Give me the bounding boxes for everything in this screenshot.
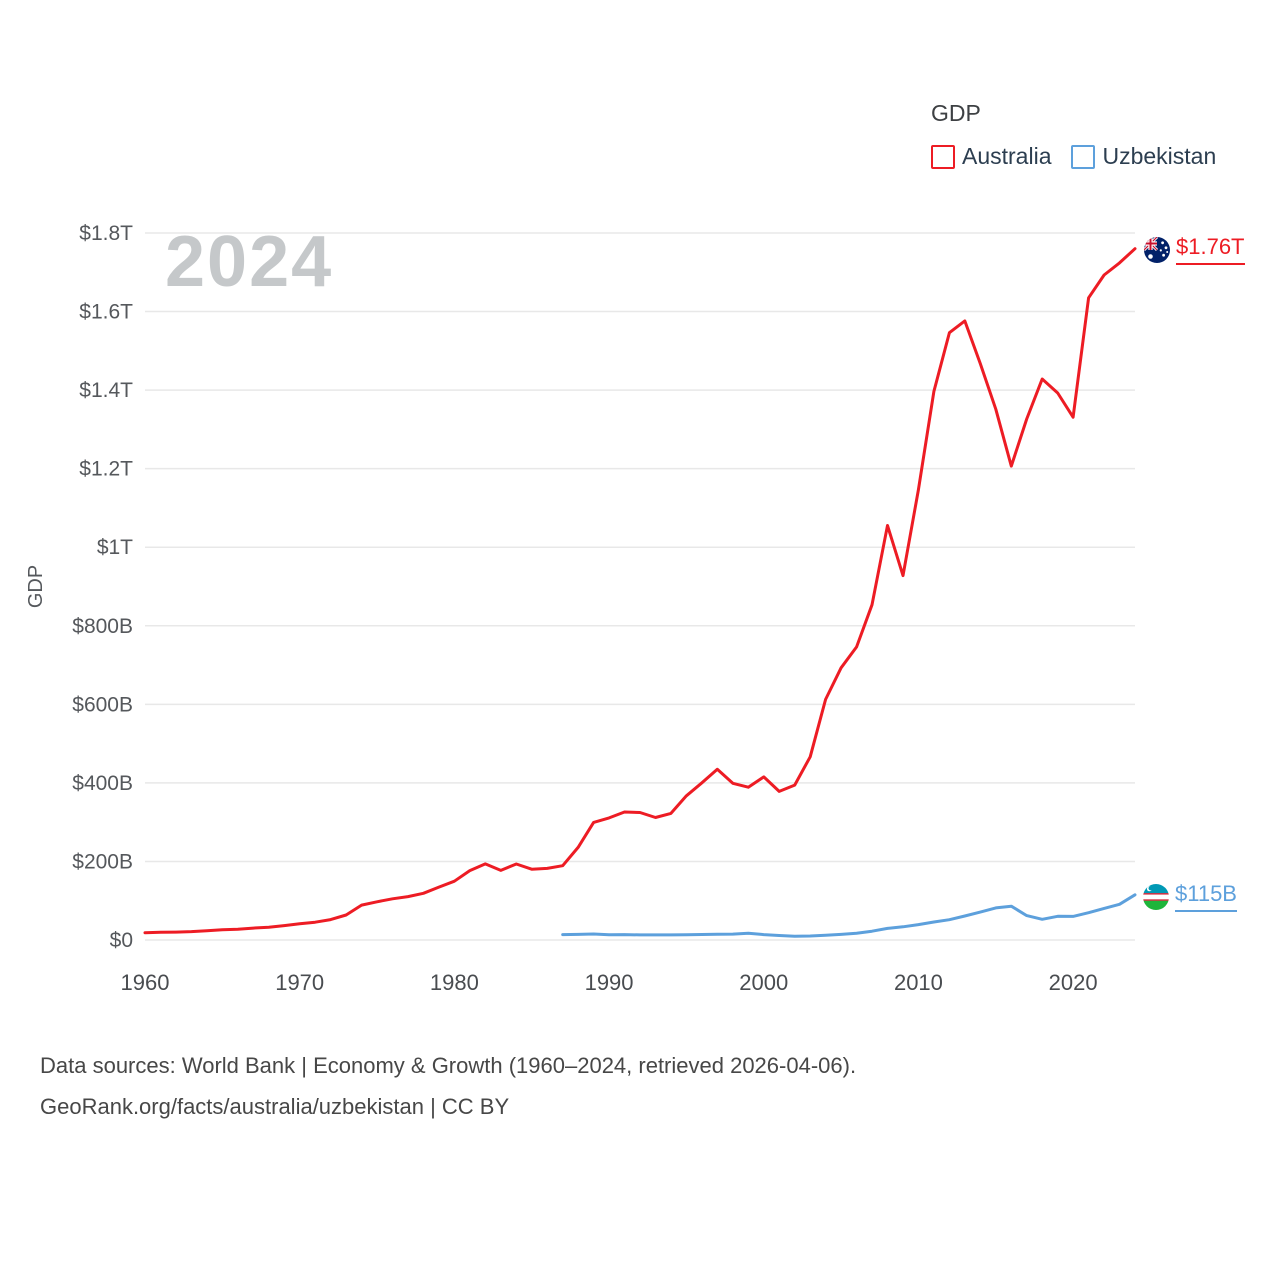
- legend-items: Australia Uzbekistan: [931, 143, 1216, 170]
- y-axis-label: GDP: [25, 565, 47, 608]
- chart-footer: Data sources: World Bank | Economy & Gro…: [40, 1046, 856, 1127]
- attribution-text: GeoRank.org/facts/australia/uzbekistan |…: [40, 1093, 510, 1119]
- y-tick-label: $600B: [72, 693, 133, 716]
- y-tick-label: $800B: [72, 615, 133, 638]
- y-tick-label: $0: [110, 929, 133, 952]
- australia-gdp-line: [143, 247, 1137, 935]
- y-tick-label: $1.2T: [79, 458, 133, 481]
- data-sources-text: Data sources: World Bank | Economy & Gro…: [40, 1053, 857, 1078]
- y-tick-label: $1.8T: [79, 222, 133, 245]
- uzbekistan-latest-value: $115B: [1143, 881, 1237, 912]
- y-tick-label: $1T: [97, 536, 133, 559]
- legend-title: GDP: [931, 100, 981, 126]
- x-tick-label: 2020: [1049, 970, 1098, 995]
- uzbekistan-flag-icon: [1143, 883, 1169, 910]
- chart-legend: GDP Australia Uzbekistan: [931, 100, 1216, 170]
- x-tick-label: 2010: [894, 970, 943, 995]
- x-tick-label: 1960: [121, 970, 170, 995]
- legend-item-australia[interactable]: Australia: [931, 143, 1051, 170]
- y-tick-label: $1.6T: [79, 301, 133, 324]
- y-tick-label: $200B: [72, 850, 133, 873]
- legend-label-australia: Australia: [962, 143, 1052, 169]
- x-tick-label: 1980: [430, 970, 479, 995]
- x-tick-label: 1990: [585, 970, 634, 995]
- x-tick-label: 1970: [275, 970, 324, 995]
- australia-latest-value-text: $1.76T: [1176, 234, 1245, 265]
- gdp-line-chart: $0 $200B $400B $600B $800B $1T $1.2T $1.4T $1.6T…: [25, 222, 1137, 995]
- australia-flag-icon: [1144, 236, 1170, 263]
- legend-label-uzbekistan: Uzbekistan: [1102, 143, 1217, 169]
- australia-latest-value: $1.76T: [1144, 234, 1245, 265]
- uzbekistan-latest-value-text: $115B: [1175, 881, 1237, 912]
- year-watermark: 2024: [165, 222, 334, 302]
- australia-series-swatch-icon: [931, 144, 955, 169]
- uzbekistan-series-swatch-icon: [1071, 144, 1096, 169]
- y-tick-label: $400B: [72, 772, 133, 795]
- uzbekistan-gdp-line: [561, 893, 1137, 938]
- y-tick-label: $1.4T: [79, 379, 133, 402]
- x-tick-label: 2000: [739, 970, 788, 995]
- legend-item-uzbekistan[interactable]: Uzbekistan: [1071, 143, 1216, 170]
